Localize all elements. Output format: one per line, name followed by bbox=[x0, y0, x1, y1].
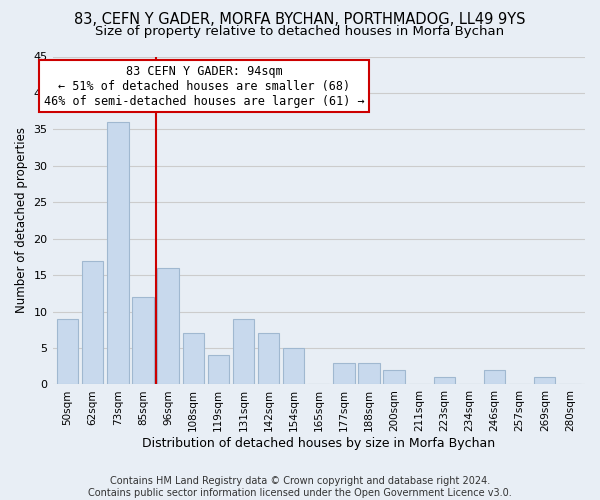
Bar bbox=[132, 297, 154, 384]
X-axis label: Distribution of detached houses by size in Morfa Bychan: Distribution of detached houses by size … bbox=[142, 437, 496, 450]
Bar bbox=[258, 334, 279, 384]
Bar bbox=[208, 356, 229, 384]
Bar bbox=[57, 319, 78, 384]
Bar bbox=[434, 377, 455, 384]
Bar bbox=[182, 334, 204, 384]
Bar bbox=[333, 362, 355, 384]
Bar bbox=[484, 370, 505, 384]
Y-axis label: Number of detached properties: Number of detached properties bbox=[15, 128, 28, 314]
Text: 83, CEFN Y GADER, MORFA BYCHAN, PORTHMADOG, LL49 9YS: 83, CEFN Y GADER, MORFA BYCHAN, PORTHMAD… bbox=[74, 12, 526, 28]
Text: 83 CEFN Y GADER: 94sqm
← 51% of detached houses are smaller (68)
46% of semi-det: 83 CEFN Y GADER: 94sqm ← 51% of detached… bbox=[44, 64, 365, 108]
Bar bbox=[283, 348, 304, 385]
Bar bbox=[233, 319, 254, 384]
Text: Size of property relative to detached houses in Morfa Bychan: Size of property relative to detached ho… bbox=[95, 25, 505, 38]
Bar bbox=[534, 377, 556, 384]
Bar bbox=[107, 122, 128, 384]
Bar bbox=[157, 268, 179, 384]
Text: Contains HM Land Registry data © Crown copyright and database right 2024.
Contai: Contains HM Land Registry data © Crown c… bbox=[88, 476, 512, 498]
Bar bbox=[358, 362, 380, 384]
Bar bbox=[383, 370, 405, 384]
Bar bbox=[82, 260, 103, 384]
